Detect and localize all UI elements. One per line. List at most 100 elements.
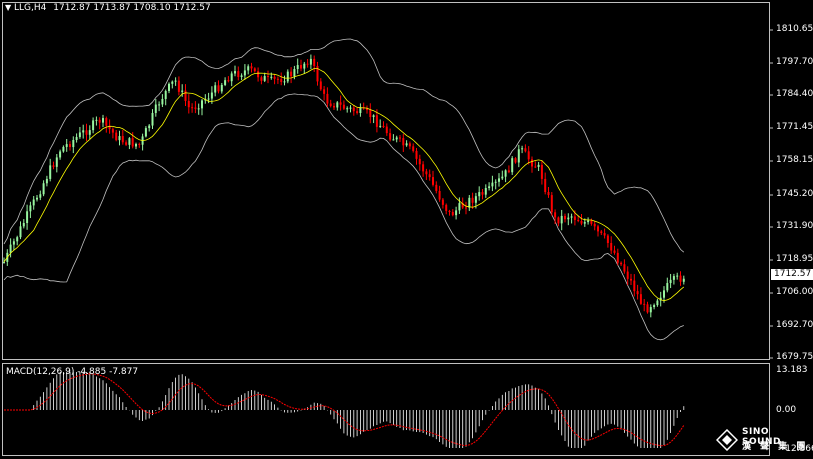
candle-body <box>432 177 434 185</box>
candle-body <box>247 66 250 71</box>
candle-body <box>471 197 474 203</box>
candle-body <box>121 136 124 143</box>
candle-body <box>12 241 15 245</box>
candle-body <box>26 211 29 224</box>
signal-line <box>4 373 685 447</box>
price-axis-label: 1718.95 <box>776 254 813 264</box>
candle-body <box>333 105 335 108</box>
macd-signal-line <box>4 373 685 447</box>
candle-body <box>296 65 299 70</box>
logo-subtext: 漢 聲 集 團 <box>742 442 809 452</box>
candle-body <box>207 98 210 100</box>
candle-body <box>257 71 260 78</box>
upper-band <box>3 38 685 253</box>
candle-body <box>590 220 593 224</box>
candle-body <box>273 76 276 79</box>
candle-body <box>610 243 613 251</box>
candle-body <box>32 199 35 206</box>
candle-body <box>408 143 411 147</box>
candle-body <box>52 165 55 167</box>
candle-body <box>524 148 527 152</box>
candle-body <box>540 164 543 179</box>
candle-body <box>286 71 289 82</box>
candle-body <box>531 159 533 167</box>
price-axis-label: 1706.00 <box>776 287 813 297</box>
moving-average-line <box>3 68 685 302</box>
candle-body <box>465 207 467 209</box>
candle-body <box>39 194 42 198</box>
candle-body <box>445 204 448 211</box>
candle-body <box>352 107 355 112</box>
candle-body <box>62 146 65 152</box>
candle-body <box>234 71 236 74</box>
candle-body <box>88 130 91 135</box>
candle-body <box>504 170 507 177</box>
candle-body <box>9 244 12 253</box>
candle-body <box>168 83 170 91</box>
candle-body <box>237 71 240 78</box>
candle-body <box>154 104 157 113</box>
candle-body <box>187 100 190 108</box>
candle-body <box>174 80 177 82</box>
candle-body <box>197 108 200 110</box>
candle-body <box>138 143 141 145</box>
candle-body <box>587 220 590 223</box>
candle-body <box>663 290 665 298</box>
candle-body <box>319 81 322 90</box>
triangle-down-icon[interactable]: ▼ <box>5 3 12 12</box>
candle-body <box>184 90 187 101</box>
candle-body <box>240 75 243 78</box>
candle-body <box>250 66 253 69</box>
candle-body <box>55 157 58 167</box>
logo-text: SINO SOUND <box>742 427 781 447</box>
candle-body <box>550 195 553 213</box>
candle-body <box>626 271 629 279</box>
candle-body <box>283 81 286 83</box>
candle-body <box>606 235 609 244</box>
header-bar: ▼ LLG,H4 1712.87 1713.87 1708.10 1712.57 <box>5 3 211 13</box>
price-axis-label: 1692.70 <box>776 320 813 330</box>
current-price-tag: 1712.57 <box>771 269 813 280</box>
candle-body <box>372 115 375 118</box>
candle-body <box>613 250 616 253</box>
candle-body <box>666 283 669 291</box>
candle-body <box>82 130 85 133</box>
candle-body <box>389 133 392 140</box>
candle-body <box>385 126 388 134</box>
candle-body <box>65 144 68 147</box>
candle-body <box>267 76 269 78</box>
candle-body <box>517 149 520 163</box>
candle-body <box>280 79 283 82</box>
candle-body <box>603 233 606 236</box>
candle-body <box>75 137 78 140</box>
candle-body <box>217 85 220 92</box>
candle-body <box>570 216 573 218</box>
symbol-label: LLG,H4 <box>14 3 47 13</box>
candle-body <box>583 222 586 224</box>
candle-body <box>488 186 491 189</box>
candle-body <box>623 264 626 272</box>
candle-body <box>309 58 312 65</box>
candle-body <box>438 190 441 200</box>
candle-body <box>468 197 471 208</box>
candle-body <box>547 192 550 196</box>
candle-body <box>108 125 111 130</box>
candle-body <box>554 212 557 218</box>
macd-histogram <box>33 372 685 448</box>
candle-body <box>59 151 62 158</box>
candle-body <box>527 151 530 160</box>
candle-body <box>316 65 319 82</box>
candle-body <box>597 226 599 232</box>
candle-body <box>461 203 464 208</box>
candle-body <box>290 71 293 77</box>
candle-body <box>521 148 524 150</box>
candle-body <box>72 139 75 148</box>
candle-body <box>230 73 233 82</box>
candle-body <box>646 304 649 313</box>
candle-body <box>412 146 415 151</box>
macd-axis-max: 13.183 <box>776 365 808 375</box>
candle-body <box>128 138 131 145</box>
candle-body <box>22 223 25 227</box>
candle-body <box>672 276 675 280</box>
